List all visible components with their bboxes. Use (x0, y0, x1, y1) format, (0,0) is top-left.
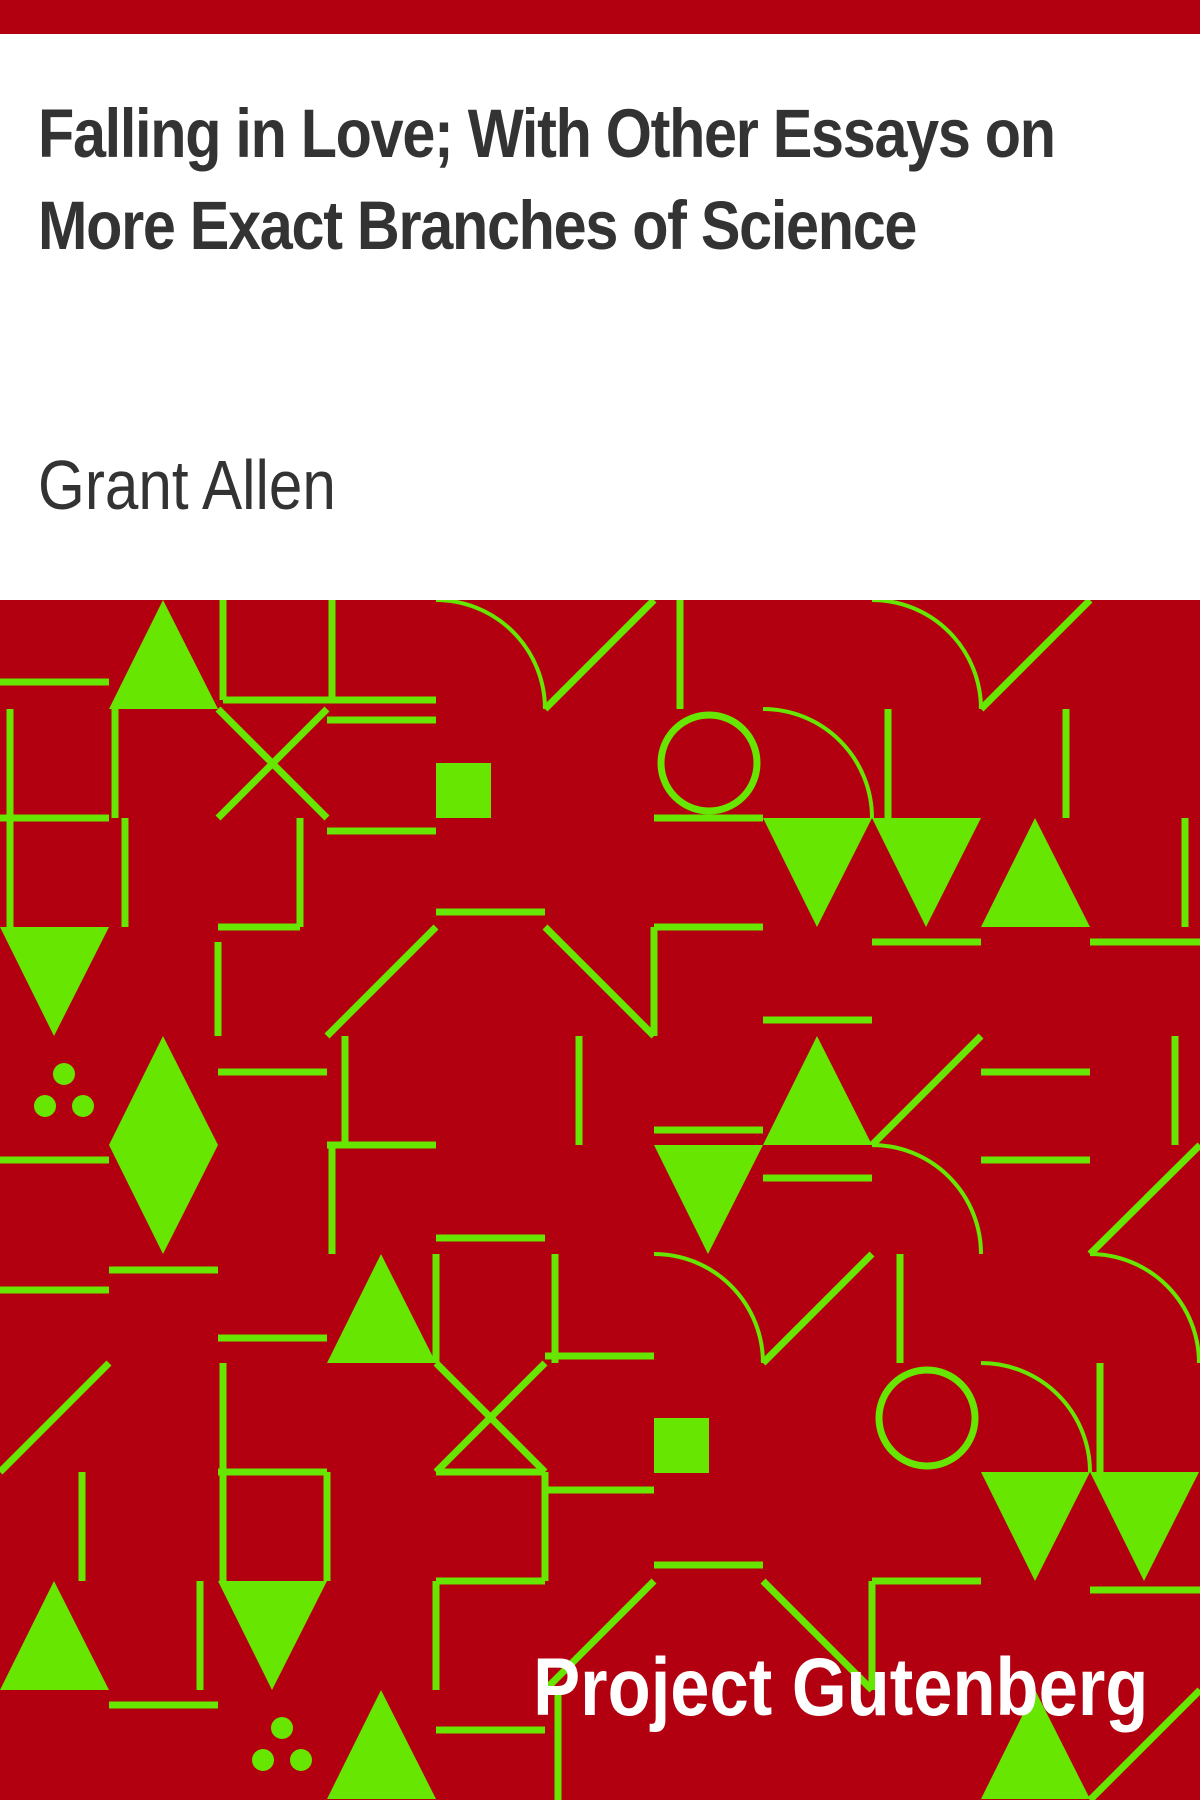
pattern-inverted-triangle (872, 818, 981, 927)
pattern-triangle (981, 1690, 1090, 1799)
pattern-dot (53, 1063, 75, 1085)
pattern-line (215, 706, 330, 821)
pattern-triangle (327, 1690, 436, 1799)
pattern-line (542, 1578, 657, 1693)
top-stripe (0, 0, 1200, 34)
pattern-inverted-triangle (763, 818, 872, 927)
pattern-triangle (327, 1254, 436, 1363)
pattern-dot (72, 1095, 94, 1117)
publisher-name: Project Gutenberg (532, 1642, 1148, 1733)
pattern-square (436, 763, 491, 818)
pattern-line (978, 600, 1093, 712)
pattern-dot (34, 1095, 56, 1117)
pattern-dot (271, 1717, 293, 1739)
pattern-line (760, 1251, 875, 1366)
pattern-inverted-triangle (0, 927, 109, 1036)
pattern-line (0, 1360, 112, 1475)
pattern-line (324, 924, 439, 1039)
pattern-arc (435, 600, 547, 710)
pattern-triangle (981, 818, 1090, 927)
pattern-square (654, 1418, 709, 1473)
pattern-line (869, 1033, 984, 1148)
pattern-triangle (109, 600, 218, 709)
pattern-dot (252, 1749, 274, 1771)
pattern-arc (1089, 1252, 1200, 1364)
pattern-diamond (109, 1036, 218, 1254)
pattern-arc (653, 1252, 765, 1364)
pattern-line (542, 924, 657, 1039)
pattern-triangle (0, 1581, 109, 1690)
pattern-circle (657, 711, 761, 815)
pattern-circle (875, 1366, 979, 1470)
title-block: Falling in Love; With Other Essays on Mo… (38, 88, 1168, 272)
pattern-inverted-triangle (981, 1472, 1090, 1581)
pattern-line (1087, 1687, 1200, 1800)
pattern-arc (980, 1361, 1092, 1473)
pattern-line (760, 1578, 875, 1693)
pattern-inverted-triangle (1090, 1472, 1199, 1581)
pattern-line (433, 1360, 548, 1475)
pattern-arc (871, 1143, 983, 1255)
book-author: Grant Allen (38, 446, 336, 524)
pattern-inverted-triangle (654, 1145, 763, 1254)
book-title: Falling in Love; With Other Essays on Mo… (38, 95, 1056, 264)
pattern-arc (762, 707, 874, 819)
pattern-inverted-triangle (218, 1581, 327, 1690)
pattern-dot (290, 1749, 312, 1771)
geometric-pattern (0, 600, 1200, 1800)
pattern-line (542, 600, 657, 712)
pattern-triangle (763, 1036, 872, 1145)
pattern-line (1087, 1142, 1200, 1257)
pattern-area (0, 600, 1200, 1800)
pattern-arc (871, 600, 983, 710)
